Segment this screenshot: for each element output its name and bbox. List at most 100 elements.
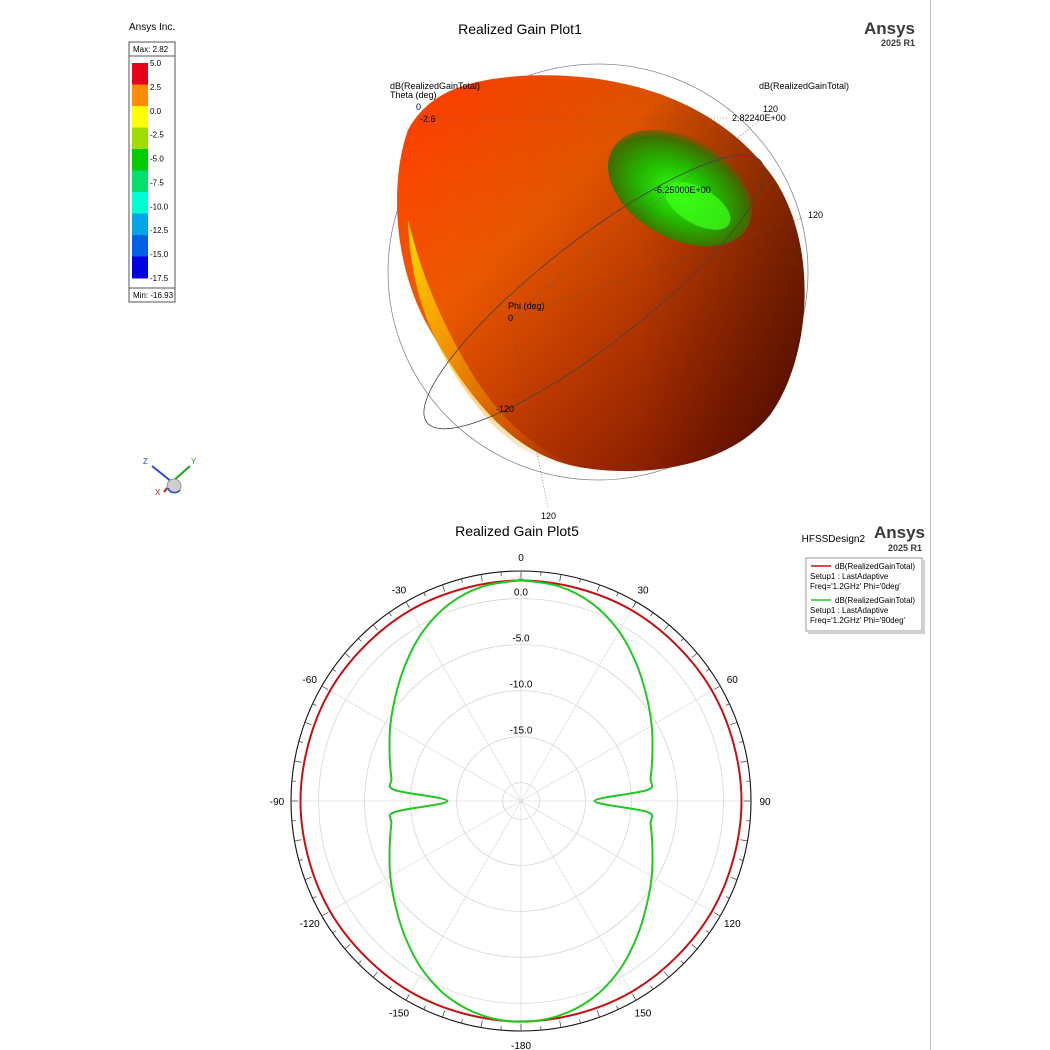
phi-zero-label: 0 [508, 313, 513, 323]
polar-minor-tick [332, 668, 337, 672]
polar-minor-tick [664, 971, 670, 978]
polar-minor-tick [650, 985, 654, 990]
ansys-logo-bottom: Ansys [874, 523, 925, 542]
realized-gain-polar-plot: Realized Gain Plot5 HFSSDesign2 Ansys 20… [270, 523, 925, 1050]
legend-setup: Setup1 : LastAdaptive [810, 572, 889, 581]
axis-line-right [509, 217, 804, 319]
polar-grid [290, 570, 752, 1032]
polar-spoke [520, 800, 637, 1001]
polar-minor-tick [461, 1019, 463, 1024]
scale-swatch [132, 235, 148, 257]
polar-angle-tick: -90 [270, 797, 285, 808]
polar-minor-tick [725, 703, 730, 706]
axis-x-label: X [155, 488, 161, 497]
axis-triad-icon: Z Y X [143, 457, 197, 497]
theta-axis-label: Theta (deg) [390, 90, 437, 100]
design-name: HFSSDesign2 [802, 534, 866, 545]
polar-spoke [520, 685, 721, 802]
theta-120-label: 120 [763, 104, 778, 114]
polar-minor-tick [740, 760, 748, 763]
scale-swatches [132, 63, 148, 279]
gain-surface [387, 63, 809, 509]
legend-series-name: dB(RealizedGainTotal) [835, 596, 915, 605]
polar-minor-tick [304, 876, 312, 880]
axis-line-diag [509, 119, 761, 319]
realized-gain-3d-plot: Ansys Inc. Realized Gain Plot1 Ansys 202… [128, 19, 915, 521]
polar-minor-tick [579, 1019, 581, 1024]
polar-minor-tick [713, 685, 721, 690]
phi-axis-label: Phi (deg) [508, 301, 545, 311]
legend-freq: Freq='1.2GHz' Phi='90deg' [810, 616, 906, 625]
polar-minor-tick [616, 592, 619, 597]
polar-angle-tick: -60 [302, 675, 317, 686]
polar-angle-tick: -150 [389, 1008, 409, 1019]
polar-minor-tick [480, 574, 483, 582]
polar-minor-tick [461, 578, 463, 583]
polar-minor-tick [650, 612, 654, 617]
polar-minor-tick [730, 876, 738, 880]
ansys-logo-top: Ansys [864, 19, 915, 38]
polar-minor-tick [705, 930, 710, 934]
polar-minor-tick [344, 944, 351, 950]
polar-minor-tick [294, 760, 302, 763]
version-bottom: 2025 R1 [888, 543, 922, 553]
page-right-rule [930, 0, 931, 1050]
axis-line-down [509, 317, 549, 509]
scale-swatch [132, 106, 148, 128]
polar-minor-tick [298, 741, 303, 743]
phi-neg120-label: -120 [496, 404, 514, 414]
polar-angle-tick-labels: 0 30 60 90 120 150 -180 -150 -120 -90 -60 -30 [270, 553, 771, 1050]
scale-swatch [132, 192, 148, 214]
scale-tick-label: 0.0 [150, 107, 162, 116]
polar-minor-tick [423, 1005, 426, 1010]
polar-spoke [405, 601, 522, 802]
polar-minor-tick [405, 601, 410, 609]
bottom-120-label: 120 [541, 511, 556, 521]
scale-swatch [132, 127, 148, 150]
left-value-label: -2.6 [420, 114, 436, 124]
polar-spoke [520, 601, 637, 802]
polar-minor-tick [616, 1005, 619, 1010]
polar-series-line [388, 578, 654, 1023]
polar-radial-tick: -5.0 [512, 634, 530, 645]
polar-minor-tick [740, 839, 748, 842]
scale-swatch [132, 170, 148, 193]
polar-minor-tick [358, 638, 362, 642]
scale-min-label: Min: -16.93 [133, 291, 174, 300]
polar-minor-tick [405, 993, 410, 1001]
polar-minor-tick [632, 601, 637, 609]
polar-legend: dB(RealizedGainTotal)Setup1 : LastAdapti… [805, 557, 925, 634]
phi-ring [423, 154, 765, 430]
polar-minor-tick [358, 960, 362, 964]
scale-swatch [132, 213, 148, 236]
polar-minor-tick [312, 703, 317, 706]
polar-minor-tick [664, 624, 670, 631]
polar-minor-tick [559, 1020, 562, 1028]
polar-angle-tick: -30 [392, 586, 407, 597]
legend-series-name: dB(RealizedGainTotal) [835, 562, 915, 571]
scale-swatch [132, 63, 148, 85]
polar-angle-tick: 120 [724, 919, 741, 930]
reference-sphere [387, 63, 809, 481]
polar-minor-tick [321, 685, 329, 690]
theta-zero-label: 0 [416, 102, 421, 112]
polar-angle-tick: 0 [518, 553, 524, 564]
polar-minor-tick [442, 584, 446, 592]
scale-swatch [132, 149, 148, 171]
scale-tick-label: -12.5 [150, 226, 169, 235]
scale-tick-label: -15.0 [150, 250, 169, 259]
polar-radial-tick-labels: 0.0 -5.0 -10.0 -15.0 [510, 588, 533, 737]
polar-spoke [520, 800, 721, 917]
polar-minor-tick [423, 592, 426, 597]
scale-swatch [132, 84, 148, 107]
version-top: 2025 R1 [881, 38, 915, 48]
polar-minor-tick [596, 1010, 600, 1018]
min-value-label: -6.25000E+00 [654, 185, 711, 195]
plot1-title: Realized Gain Plot1 [458, 21, 582, 37]
polar-radial-tick: 0.0 [514, 588, 528, 599]
polar-minor-tick [312, 896, 317, 899]
scale-max-label: Max: 2.82 [133, 45, 169, 54]
axis-z-label: Z [143, 457, 148, 466]
polar-minor-tick [713, 912, 721, 917]
scale-tick-label: 2.5 [150, 83, 162, 92]
